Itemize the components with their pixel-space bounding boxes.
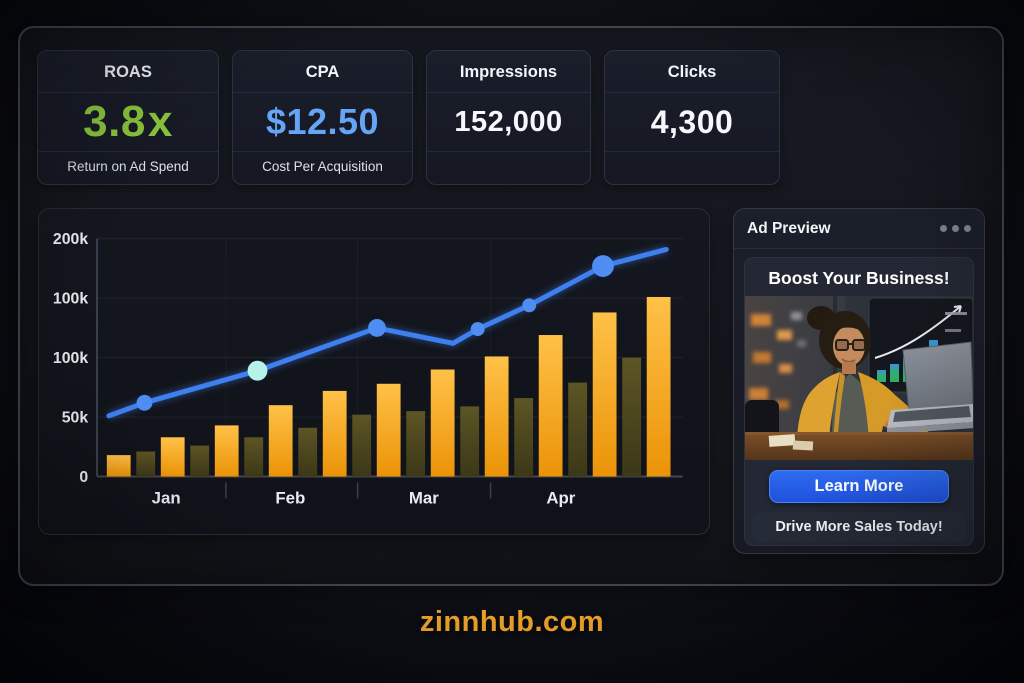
site-branding: zinnhub.com — [419, 606, 605, 638]
ad-creative-card: Boost Your Business! — [744, 257, 974, 546]
kpi-title: Clicks — [605, 51, 779, 93]
svg-text:Jan: Jan — [152, 488, 181, 507]
kpi-value: 3.8 — [83, 97, 146, 146]
ellipsis-icon[interactable] — [940, 225, 971, 232]
learn-more-button[interactable]: Learn More — [769, 470, 949, 503]
svg-text:100k: 100k — [53, 291, 88, 308]
ad-preview-header: Ad Preview — [734, 209, 984, 249]
svg-text:Feb: Feb — [275, 488, 305, 507]
dashboard-frame: ROAS 3.8 x Return on Ad Spend CPA $12.50… — [18, 26, 1004, 586]
kpi-card-cpa: CPA $12.50 Cost Per Acquisition — [232, 50, 413, 185]
ad-preview-title: Ad Preview — [747, 219, 831, 237]
ad-preview-panel: Ad Preview Boost Your Business! — [733, 208, 985, 554]
kpi-title: ROAS — [38, 51, 218, 93]
svg-text:0: 0 — [79, 469, 88, 486]
svg-text:100k: 100k — [53, 350, 88, 367]
svg-text:200k: 200k — [53, 231, 88, 248]
kpi-sublabel: Return on Ad Spend — [67, 159, 189, 174]
kpi-sublabel — [427, 152, 590, 184]
ad-image-illustration — [745, 296, 973, 460]
kpi-card-clicks: Clicks 4,300 — [604, 50, 780, 185]
kpi-card-roas: ROAS 3.8 x Return on Ad Spend — [37, 50, 219, 185]
kpi-value: 4,300 — [650, 103, 734, 140]
laptop — [886, 341, 973, 434]
svg-text:Mar: Mar — [409, 488, 439, 507]
svg-text:Apr: Apr — [546, 488, 575, 507]
kpi-row: ROAS 3.8 x Return on Ad Spend CPA $12.50… — [37, 50, 780, 185]
kpi-value: 152,000 — [454, 105, 563, 138]
kpi-value: $12.50 — [265, 101, 380, 142]
kpi-title: CPA — [233, 51, 412, 93]
kpi-sublabel: Cost Per Acquisition — [262, 159, 383, 174]
combo-bar-line-chart: 200k 100k 100k 50k 0 Jan Feb Mar Apr — [53, 231, 683, 507]
ad-headline: Boost Your Business! — [768, 268, 950, 288]
kpi-title: Impressions — [427, 51, 590, 93]
performance-chart-panel: 200k 100k 100k 50k 0 Jan Feb Mar Apr — [38, 208, 710, 535]
kpi-sublabel — [605, 152, 779, 184]
kpi-value-suffix: x — [147, 97, 173, 146]
kpi-card-impressions: Impressions 152,000 — [426, 50, 591, 185]
svg-text:50k: 50k — [62, 410, 89, 427]
ad-tagline: Drive More Sales Today! — [752, 512, 966, 542]
ad-creative-image — [745, 296, 973, 460]
